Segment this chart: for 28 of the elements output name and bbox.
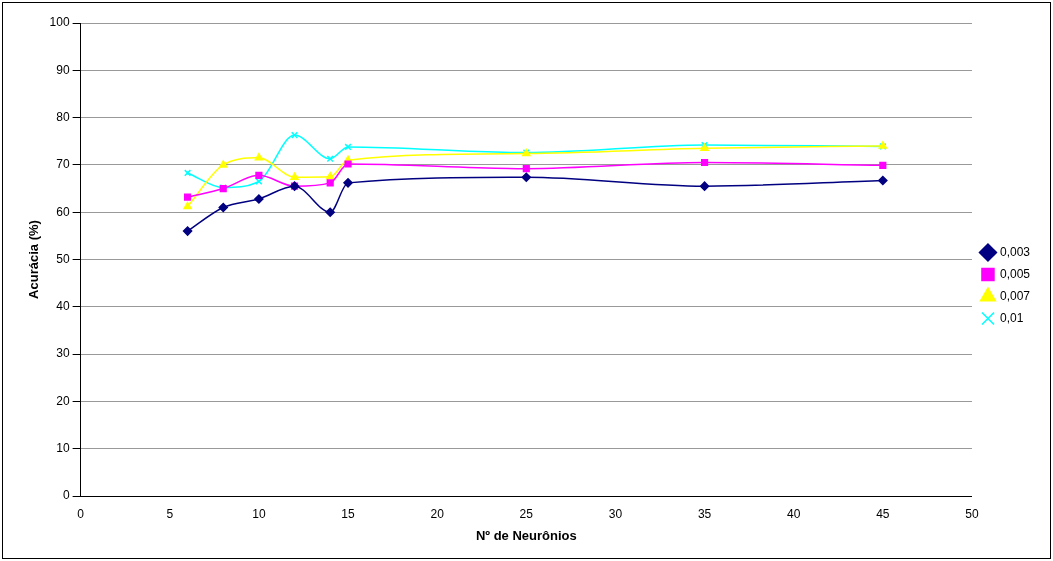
x-tick-label: 40 — [787, 506, 801, 521]
x-tick-label: 30 — [608, 506, 623, 521]
x-tick-label: 45 — [876, 506, 890, 521]
y-tick-label: 0 — [62, 488, 70, 503]
y-tick-label: 80 — [56, 109, 70, 124]
x-tick-label: 10 — [252, 506, 266, 521]
legend-label: 0,007 — [999, 288, 1031, 303]
x-tick-label: 0 — [77, 506, 85, 521]
x-tick-label: 20 — [430, 506, 445, 521]
x-tick-label: 25 — [519, 506, 534, 521]
y-tick-label: 100 — [49, 15, 70, 30]
x-tick-label: 35 — [697, 506, 712, 521]
legend-label: 0,01 — [999, 310, 1024, 325]
legend-label: 0,003 — [999, 244, 1031, 259]
x-tick-label: 50 — [965, 506, 979, 521]
x-axis-title: Nº de Neurônios — [475, 527, 577, 543]
y-tick-label: 40 — [56, 299, 70, 314]
y-tick-label: 90 — [56, 62, 70, 77]
x-tick-label: 15 — [341, 506, 356, 521]
y-tick-label: 20 — [56, 393, 70, 408]
y-tick-label: 10 — [56, 441, 70, 456]
legend-label: 0,005 — [999, 266, 1031, 281]
y-tick-label: 50 — [56, 251, 70, 266]
y-axis-title: Acurácia (%) — [26, 220, 42, 299]
y-tick-label: 70 — [56, 157, 70, 172]
y-tick-label: 30 — [56, 346, 70, 361]
x-tick-label: 5 — [166, 506, 174, 521]
y-tick-label: 60 — [56, 204, 70, 219]
